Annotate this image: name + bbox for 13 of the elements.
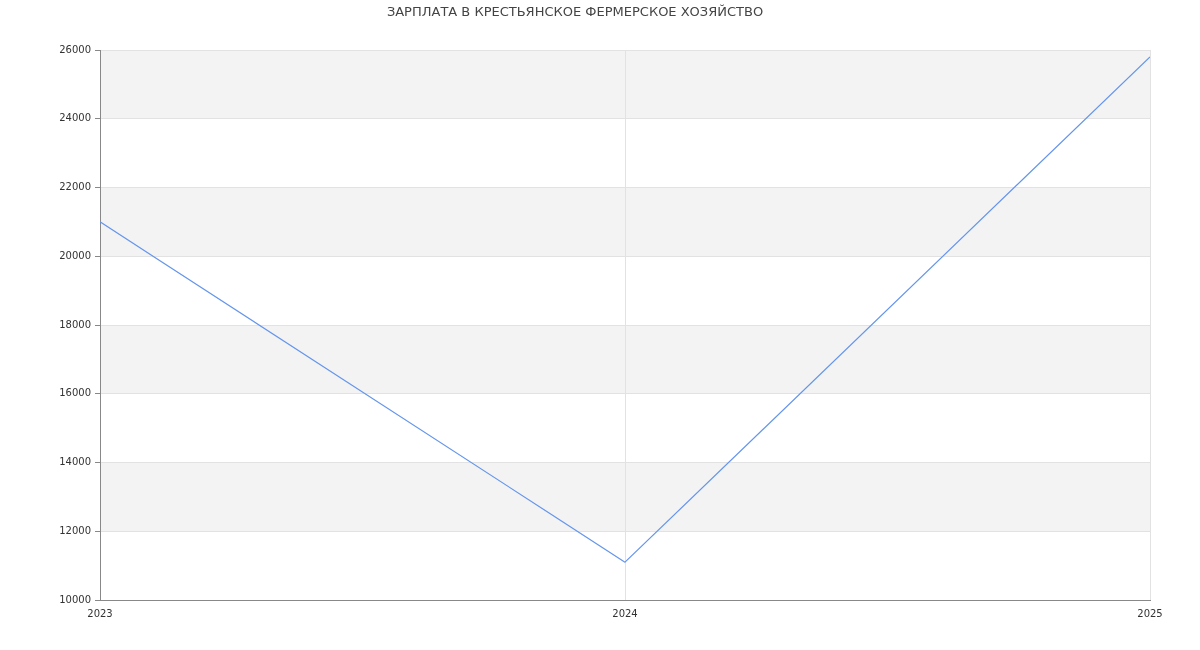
y-tick-label: 16000	[59, 387, 91, 399]
y-tick-label: 14000	[59, 456, 91, 468]
y-tick-label: 18000	[59, 318, 91, 330]
chart-title: ЗАРПЛАТА В КРЕСТЬЯНСКОЕ ФЕРМЕРСКОЕ ХОЗЯЙСТВО	[386, 4, 764, 20]
x-tick-label: 2025	[1137, 607, 1163, 619]
y-tick-label: 26000	[59, 43, 91, 55]
y-tick-label: 20000	[59, 249, 91, 261]
y-tick-label: 12000	[59, 524, 91, 536]
y-tick-label: 24000	[59, 112, 91, 124]
x-tick-label: 2024	[612, 607, 638, 619]
x-tick-label: 2023	[87, 607, 113, 619]
y-tick-label: 22000	[59, 181, 91, 193]
y-tick-label: 10000	[59, 593, 91, 605]
